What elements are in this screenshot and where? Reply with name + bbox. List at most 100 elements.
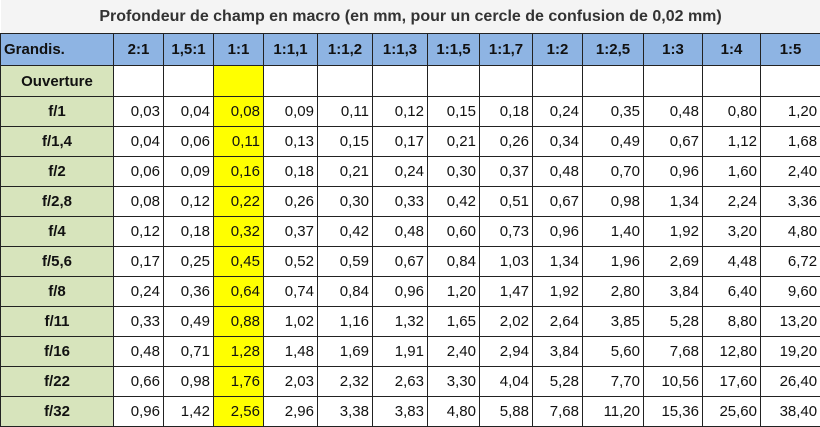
value-cell: 0,98 [163, 366, 214, 397]
data-row: f/22 0,66 0,98 1,76 2,03 2,32 2,63 3,30 4,04 5,28… [0, 366, 820, 397]
value-cell: 0,96 [532, 216, 583, 247]
value-cell: 0,13 [263, 126, 318, 157]
value-cell: 1,40 [582, 216, 644, 247]
value-cell: 1,76 [213, 366, 264, 397]
value-cell: 0,84 [317, 276, 373, 307]
value-cell: 1,60 [702, 156, 761, 187]
value-cell: 9,60 [759, 276, 820, 307]
value-cell: 0,33 [372, 186, 428, 217]
row-label: f/5,6 [0, 246, 114, 277]
header-cell: 2:1 [113, 33, 164, 66]
data-row: f/8 0,24 0,36 0,64 0,74 0,84 0,96 1,20 1,47 1,92 2… [0, 276, 820, 307]
value-cell: 0,48 [643, 96, 703, 127]
value-cell: 0,96 [372, 276, 428, 307]
row-label: f/1 [0, 96, 114, 127]
empty-cell [702, 65, 761, 97]
value-cell: 4,80 [427, 396, 480, 427]
value-cell: 1,42 [163, 396, 214, 427]
value-cell: 0,34 [532, 126, 583, 157]
row-label: f/11 [0, 306, 114, 337]
value-cell: 3,84 [532, 336, 583, 367]
value-cell: 2,69 [643, 246, 703, 277]
value-cell: 0,30 [427, 156, 480, 187]
value-cell: 0,17 [113, 246, 164, 277]
value-cell: 1,32 [372, 306, 428, 337]
header-cell: 1:5 [759, 33, 820, 66]
value-cell: 0,24 [113, 276, 164, 307]
row-label: f/2,8 [0, 186, 114, 217]
value-cell: 0,18 [479, 96, 533, 127]
value-cell: 0,70 [582, 156, 644, 187]
row-label: f/1,4 [0, 126, 114, 157]
value-cell: 2,40 [427, 336, 480, 367]
value-cell: 5,28 [532, 366, 583, 397]
value-cell: 3,30 [427, 366, 480, 397]
value-cell: 2,94 [479, 336, 533, 367]
empty-cell [263, 65, 318, 97]
value-cell: 0,42 [427, 186, 480, 217]
value-cell: 0,18 [163, 216, 214, 247]
value-cell: 0,64 [213, 276, 264, 307]
value-cell: 0,67 [372, 246, 428, 277]
value-cell: 0,06 [163, 126, 214, 157]
value-cell: 26,40 [759, 366, 820, 397]
value-cell: 5,28 [643, 306, 703, 337]
value-cell: 0,84 [427, 246, 480, 277]
value-cell: 0,08 [113, 186, 164, 217]
value-cell: 0,48 [372, 216, 428, 247]
value-cell: 5,88 [479, 396, 533, 427]
header-cell: 1:2,5 [582, 33, 644, 66]
empty-cell [427, 65, 480, 97]
empty-cell [759, 65, 820, 97]
value-cell: 0,37 [479, 156, 533, 187]
value-cell: 19,20 [759, 336, 820, 367]
data-row: f/16 0,48 0,71 1,28 1,48 1,69 1,91 2,40 2,94 3,84… [0, 336, 820, 367]
value-cell: 0,24 [372, 156, 428, 187]
value-cell: 3,20 [702, 216, 761, 247]
data-row: f/4 0,12 0,18 0,32 0,37 0,42 0,48 0,60 0,73 0,96 1… [0, 216, 820, 247]
header-cell: 1:1,2 [317, 33, 373, 66]
value-cell: 0,49 [163, 306, 214, 337]
value-cell: 1,34 [532, 246, 583, 277]
value-cell: 0,37 [263, 216, 318, 247]
header-cell: 1:1,1 [263, 33, 318, 66]
value-cell: 0,66 [113, 366, 164, 397]
value-cell: 2,64 [532, 306, 583, 337]
value-cell: 1,03 [479, 246, 533, 277]
value-cell: 0,67 [643, 126, 703, 157]
value-cell: 0,04 [163, 96, 214, 127]
empty-cell [532, 65, 583, 97]
value-cell: 15,36 [643, 396, 703, 427]
value-cell: 2,02 [479, 306, 533, 337]
data-row: f/5,6 0,17 0,25 0,45 0,52 0,59 0,67 0,84 1,03 1,3… [0, 246, 820, 277]
data-row: f/1 0,03 0,04 0,08 0,09 0,11 0,12 0,15 0,18 0,24 0… [0, 96, 820, 127]
value-cell: 0,42 [317, 216, 373, 247]
value-cell: 0,96 [643, 156, 703, 187]
value-cell: 0,25 [163, 246, 214, 277]
value-cell: 1,20 [759, 96, 820, 127]
value-cell: 1,96 [582, 246, 644, 277]
empty-cell [317, 65, 373, 97]
value-cell: 1,69 [317, 336, 373, 367]
value-cell: 0,30 [317, 186, 373, 217]
value-cell: 0,11 [317, 96, 373, 127]
value-cell: 1,92 [643, 216, 703, 247]
value-cell: 0,04 [113, 126, 164, 157]
row-label: f/32 [0, 396, 114, 427]
value-cell: 38,40 [759, 396, 820, 427]
value-cell: 1,92 [532, 276, 583, 307]
header-cell: 1:2 [532, 33, 583, 66]
value-cell: 4,80 [759, 216, 820, 247]
value-cell: 0,48 [532, 156, 583, 187]
header-cell: 1:3 [643, 33, 703, 66]
value-cell: 0,71 [163, 336, 214, 367]
value-cell: 0,11 [213, 126, 264, 157]
data-row: f/32 0,96 1,42 2,56 2,96 3,38 3,83 4,80 5,88 7,68… [0, 396, 820, 427]
value-cell: 0,21 [317, 156, 373, 187]
value-cell: 0,45 [213, 246, 264, 277]
empty-cell [213, 65, 264, 97]
value-cell: 0,33 [113, 306, 164, 337]
value-cell: 0,18 [263, 156, 318, 187]
